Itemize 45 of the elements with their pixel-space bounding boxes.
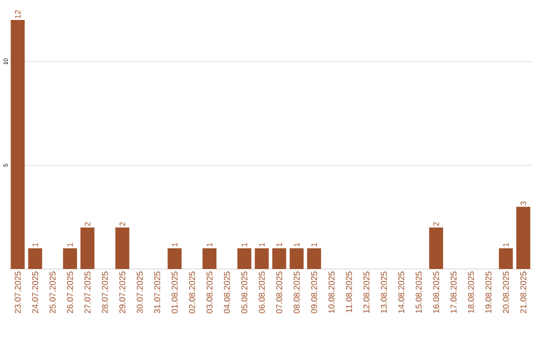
- x-tick-label: 19.08.2025: [485, 272, 492, 313]
- bar: [272, 248, 286, 269]
- x-tick-label: 31.07.2025: [154, 272, 160, 314]
- bar: [28, 248, 42, 269]
- x-tick-label: 12.08.2025: [363, 272, 370, 313]
- x-tick-label: 16.08.2025: [433, 272, 440, 313]
- x-tick-label: 09.08.2025: [311, 272, 318, 314]
- x-tick-label: 08.08.2025: [294, 272, 300, 314]
- x-tick-label: 13.08.2025: [380, 272, 387, 313]
- x-tick-label: 01.08.2025: [172, 272, 178, 314]
- x-tick-label: 27.07.2025: [84, 272, 90, 314]
- x-tick-label: 02.08.2025: [189, 272, 196, 314]
- x-tick-label: 06.08.2025: [258, 272, 265, 314]
- x-tick-label: 07.08.2025: [276, 272, 282, 314]
- bar: [63, 248, 77, 269]
- x-tick-label: 21.08.2025: [520, 272, 526, 314]
- x-tick-label: 10.08.2025: [328, 272, 335, 313]
- x-tick-label: 20.08.2025: [502, 272, 509, 314]
- x-tick-label: 14.08.2025: [398, 272, 404, 313]
- x-tick-label: 25.07.2025: [50, 272, 56, 314]
- bar: [429, 228, 444, 269]
- bar: [168, 248, 182, 269]
- x-tick-label: 11.08.2025: [346, 272, 352, 312]
- bar: [254, 248, 269, 269]
- x-tick-label: 05.08.2025: [241, 272, 248, 314]
- bar: [237, 248, 252, 269]
- bar: [10, 20, 25, 269]
- bar: [498, 248, 513, 269]
- bar: [307, 248, 322, 269]
- x-tick-label: 30.07.2025: [136, 272, 143, 314]
- x-tick-label: 04.08.2025: [224, 272, 230, 314]
- x-tick-label: 18.08.2025: [468, 272, 474, 313]
- x-tick-label: 28.07.2025: [102, 272, 108, 314]
- x-tick-label: 03.08.2025: [206, 272, 212, 314]
- x-tick-label: 24.07.2025: [32, 272, 38, 314]
- bar: [115, 228, 130, 269]
- x-tick-label: 26.07.2025: [67, 272, 74, 314]
- x-tick-label: 15.08.2025: [416, 272, 422, 313]
- x-tick-label: 17.08.2025: [450, 272, 457, 313]
- bar: [290, 248, 304, 269]
- bar: [80, 228, 94, 269]
- x-tick-label: 23.07.2025: [14, 272, 21, 314]
- bar: [202, 248, 216, 269]
- bar: [516, 206, 530, 269]
- x-tick-label: 29.07.2025: [119, 272, 126, 314]
